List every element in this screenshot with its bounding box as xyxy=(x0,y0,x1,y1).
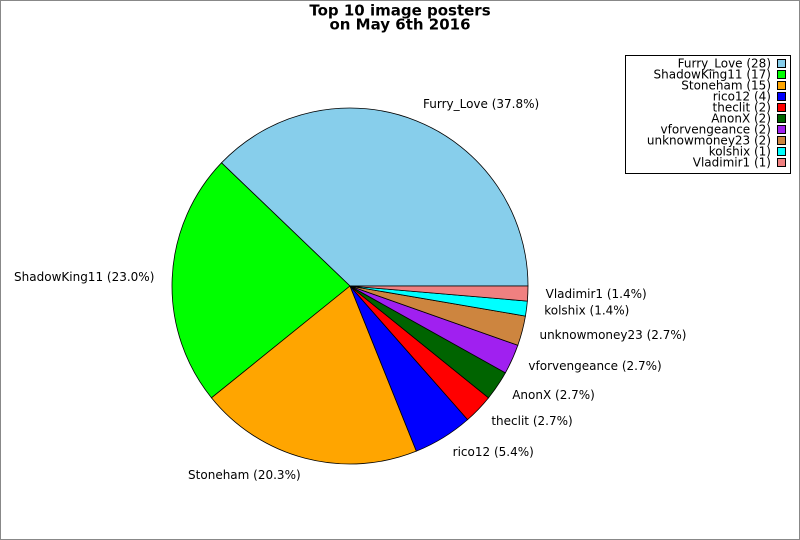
legend-label: unknowmoney23 (2) xyxy=(647,134,771,148)
pie-slice xyxy=(210,285,417,465)
legend-swatch xyxy=(777,114,786,123)
slice-label: theclit (2.7%) xyxy=(491,414,572,428)
legend-label: Vladimir1 (1) xyxy=(693,156,771,170)
pie-slice xyxy=(171,162,351,399)
legend-label: theclit (2) xyxy=(713,101,771,115)
legend-swatch xyxy=(777,103,786,112)
legend-label: vforvengeance (2) xyxy=(661,123,771,137)
legend-swatch xyxy=(777,81,786,90)
legend-label: AnonX (2) xyxy=(711,112,771,126)
slice-label: ShadowKing11 (23.0%) xyxy=(14,270,154,284)
slice-label: rico12 (5.4%) xyxy=(453,445,534,459)
legend-swatch xyxy=(777,92,786,101)
legend-label: kolshix (1) xyxy=(709,145,771,159)
legend-label: Stoneham (15) xyxy=(681,79,771,93)
slice-label: Vladimir1 (1.4%) xyxy=(546,287,647,301)
legend-label: rico12 (4) xyxy=(713,90,771,104)
legend-swatch xyxy=(777,158,786,167)
legend-label: ShadowKing11 (17) xyxy=(654,68,772,82)
legend-label: Furry_Love (28) xyxy=(678,57,771,71)
legend-box xyxy=(625,55,791,174)
legend-swatch xyxy=(777,147,786,156)
slice-label: unknowmoney23 (2.7%) xyxy=(539,328,686,342)
chart-subtitle: on May 6th 2016 xyxy=(329,16,470,34)
slice-label: kolshix (1.4%) xyxy=(544,303,629,317)
legend-swatch xyxy=(777,59,786,68)
legend-swatch xyxy=(777,125,786,134)
chart-title: Top 10 image posters xyxy=(309,2,490,20)
pie-slice xyxy=(220,107,529,287)
slice-label: AnonX (2.7%) xyxy=(512,388,595,402)
pie-slice xyxy=(349,285,529,302)
legend-swatch xyxy=(777,136,786,145)
slice-label: Furry_Love (37.8%) xyxy=(423,97,539,111)
slice-label: Stoneham (20.3%) xyxy=(188,468,301,482)
slice-label: vforvengeance (2.7%) xyxy=(528,359,661,373)
legend-swatch xyxy=(777,70,786,79)
